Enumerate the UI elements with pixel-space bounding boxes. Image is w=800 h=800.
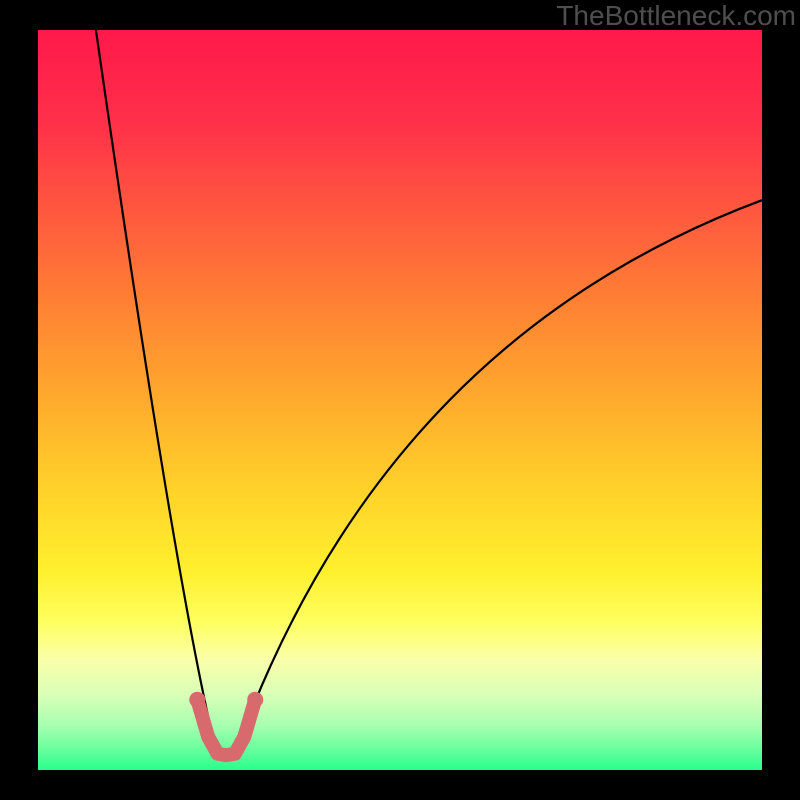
curve-left-arm [96, 30, 215, 748]
chart-stage: TheBottleneck.com [0, 0, 800, 800]
plot-area [38, 30, 762, 770]
curve-right-arm [237, 200, 762, 748]
watermark-text: TheBottleneck.com [556, 0, 796, 32]
valley-highlight [197, 700, 255, 756]
valley-endpoint-right [247, 692, 263, 708]
valley-endpoint-left [189, 692, 205, 708]
curve-layer [38, 30, 762, 770]
